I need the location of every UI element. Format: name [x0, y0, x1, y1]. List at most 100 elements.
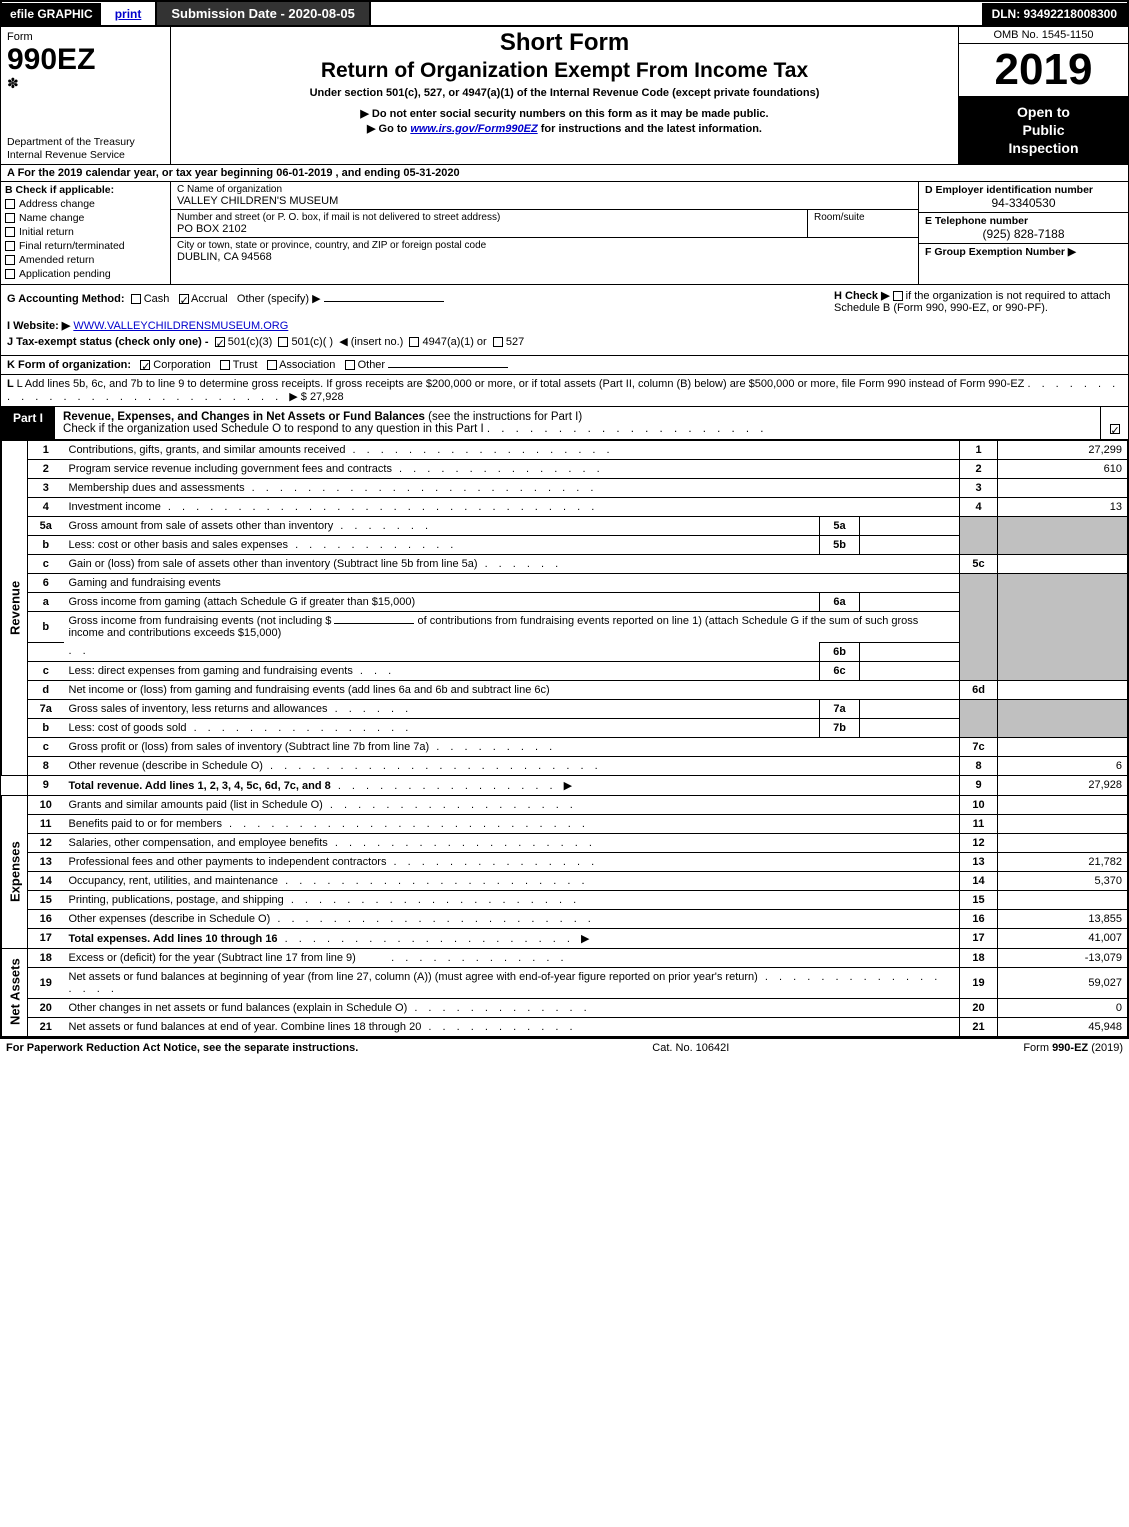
irs-link[interactable]: www.irs.gov/Form990EZ [410, 123, 537, 135]
part1-check-text: Check if the organization used Schedule … [63, 423, 484, 435]
line15-amount [998, 890, 1128, 909]
line6d-desc: Net income or (loss) from gaming and fun… [64, 680, 960, 699]
telephone-box: E Telephone number (925) 828-7188 [919, 213, 1128, 244]
header-right-block: OMB No. 1545-1150 2019 Open to Public In… [958, 27, 1128, 164]
cb-501c[interactable] [278, 337, 288, 347]
section-bcdef: B Check if applicable: Address change Na… [1, 182, 1128, 285]
group-exemption-label: F Group Exemption Number ▶ [925, 246, 1122, 258]
lbl-cash: Cash [144, 293, 170, 305]
lbl-4947: 4947(a)(1) or [423, 336, 487, 348]
line6d-box: 6d [960, 680, 998, 699]
cb-other-org[interactable] [345, 360, 355, 370]
line-10: Expenses 10 Grants and similar amounts p… [2, 795, 1128, 814]
org-street-label: Number and street (or P. O. box, if mail… [177, 212, 801, 223]
lbl-initial-return: Initial return [19, 226, 74, 238]
website-link[interactable]: WWW.VALLEYCHILDRENSMUSEUM.ORG [73, 320, 288, 332]
line16-box: 16 [960, 909, 998, 928]
org-city-label: City or town, state or province, country… [177, 240, 912, 251]
line6b-num: b [28, 611, 64, 642]
ein-box: D Employer identification number 94-3340… [919, 182, 1128, 213]
line8-num: 8 [28, 756, 64, 775]
line3-desc: Membership dues and assessments [69, 482, 245, 494]
g-label: G Accounting Method: [7, 293, 125, 305]
line1-amount: 27,299 [998, 440, 1128, 459]
print-link[interactable]: print [109, 3, 148, 25]
line3-box: 3 [960, 478, 998, 497]
part1-table: Revenue 1 Contributions, gifts, grants, … [1, 440, 1128, 1037]
line2-amount: 610 [998, 459, 1128, 478]
cb-initial-return[interactable] [5, 227, 15, 237]
dln-label: DLN: 93492218008300 [982, 3, 1127, 25]
open-to-public-inspection: Open to Public Inspection [959, 97, 1128, 164]
shaded-5-amt [998, 516, 1128, 554]
cb-501c3[interactable] [215, 337, 225, 347]
line6c-val [860, 661, 960, 680]
line7a-desc: Gross sales of inventory, less returns a… [69, 703, 328, 715]
cb-name-change[interactable] [5, 213, 15, 223]
line5c-amount [998, 554, 1128, 573]
line-15: 15 Printing, publications, postage, and … [2, 890, 1128, 909]
line17-num: 17 [28, 928, 64, 948]
revenue-side-label: Revenue [2, 440, 28, 775]
line5c-desc: Gain or (loss) from sale of assets other… [69, 558, 478, 570]
line5b-val [860, 535, 960, 554]
line21-num: 21 [28, 1017, 64, 1036]
cb-final-return[interactable] [5, 241, 15, 251]
org-name-label: C Name of organization [177, 184, 912, 195]
line6b-sub: 6b [820, 642, 860, 661]
line11-desc: Benefits paid to or for members [69, 818, 222, 830]
line18-num: 18 [28, 948, 64, 967]
line19-amount: 59,027 [998, 967, 1128, 998]
cb-address-change[interactable] [5, 199, 15, 209]
lbl-trust: Trust [233, 359, 258, 371]
line16-desc: Other expenses (describe in Schedule O) [69, 913, 271, 925]
line1-num: 1 [28, 440, 64, 459]
cb-corporation[interactable] [140, 360, 150, 370]
submission-date-box: Submission Date - 2020-08-05 [155, 2, 371, 25]
cb-amended-return[interactable] [5, 255, 15, 265]
other-specify-input[interactable] [324, 301, 444, 302]
line11-amount [998, 814, 1128, 833]
cb-association[interactable] [267, 360, 277, 370]
line4-desc: Investment income [69, 501, 161, 513]
part1-header: Part I Revenue, Expenses, and Changes in… [1, 407, 1128, 440]
tel-value: (925) 828-7188 [925, 227, 1122, 241]
line-6d: d Net income or (loss) from gaming and f… [2, 680, 1128, 699]
line13-box: 13 [960, 852, 998, 871]
line6c-desc: Less: direct expenses from gaming and fu… [69, 665, 353, 677]
line5a-num: 5a [28, 516, 64, 535]
group-exemption-box: F Group Exemption Number ▶ [919, 244, 1128, 260]
org-street-box: Number and street (or P. O. box, if mail… [171, 210, 808, 237]
line1-box: 1 [960, 440, 998, 459]
part1-title-box: Revenue, Expenses, and Changes in Net As… [55, 407, 1100, 439]
lbl-name-change: Name change [19, 212, 84, 224]
cb-h-schedule-b[interactable] [893, 291, 903, 301]
line7b-sub: 7b [820, 718, 860, 737]
line15-desc: Printing, publications, postage, and shi… [69, 894, 284, 906]
part1-checkbox-cell [1100, 407, 1128, 439]
line21-amount: 45,948 [998, 1017, 1128, 1036]
line6a-desc: Gross income from gaming (attach Schedul… [64, 592, 820, 611]
lbl-501c: 501(c)( ) [292, 336, 334, 348]
lbl-association: Association [279, 359, 335, 371]
line6b-input[interactable] [334, 623, 414, 624]
line7a-val [860, 699, 960, 718]
lbl-amended-return: Amended return [19, 254, 94, 266]
i-label: I Website: ▶ [7, 320, 70, 332]
cb-trust[interactable] [220, 360, 230, 370]
lbl-application-pending: Application pending [19, 268, 111, 280]
line12-amount [998, 833, 1128, 852]
cb-cash[interactable] [131, 294, 141, 304]
org-name-box: C Name of organization VALLEY CHILDREN'S… [171, 182, 918, 210]
cb-4947[interactable] [409, 337, 419, 347]
cb-part1-schedule-o[interactable] [1110, 424, 1120, 434]
line6a-val [860, 592, 960, 611]
line16-amount: 13,855 [998, 909, 1128, 928]
cb-accrual[interactable] [179, 294, 189, 304]
other-org-input[interactable] [388, 367, 508, 368]
efile-graphic-label: efile GRAPHIC [2, 3, 101, 25]
line7c-box: 7c [960, 737, 998, 756]
cb-527[interactable] [493, 337, 503, 347]
line20-num: 20 [28, 998, 64, 1017]
cb-application-pending[interactable] [5, 269, 15, 279]
